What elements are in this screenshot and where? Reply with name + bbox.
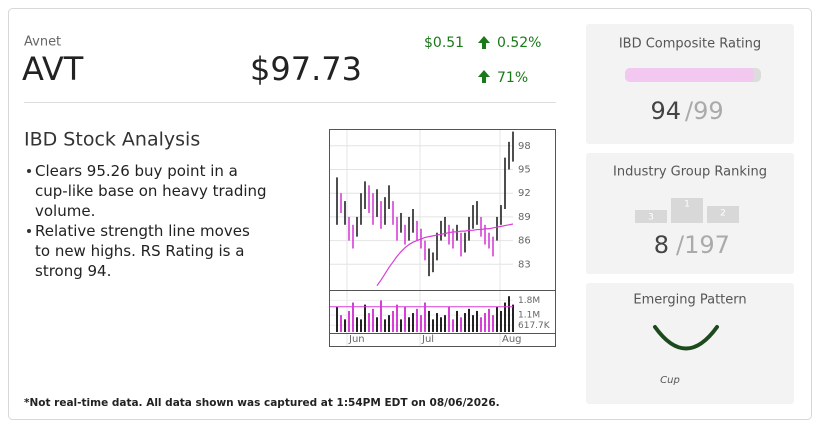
x-tick-label: Jun xyxy=(348,334,365,345)
company: Avnet xyxy=(24,35,61,50)
volume-bar xyxy=(452,319,454,332)
volume-bar xyxy=(400,319,402,332)
podium-block xyxy=(671,198,703,223)
volume-tick-label: 1.8M xyxy=(518,296,540,306)
volume-bar xyxy=(456,310,458,332)
y-tick-label: 83 xyxy=(518,259,531,270)
volume-tick-label: 1.1M xyxy=(518,311,540,321)
volume-bar xyxy=(404,306,406,332)
chart-frame xyxy=(329,129,556,347)
volume-bar xyxy=(500,310,502,332)
volume-bar xyxy=(344,319,346,332)
rank-max: /197 xyxy=(676,231,730,259)
volume-tick-label: 617.7K xyxy=(518,321,551,331)
volume-bar xyxy=(396,304,398,332)
bullets: Clears 95.26 buy point in a cup-like base… xyxy=(27,162,267,280)
volume-bar xyxy=(424,302,426,332)
y-tick-label: 89 xyxy=(518,212,531,223)
podium-label: 3 xyxy=(648,213,654,223)
volume-bar xyxy=(364,304,366,332)
volume-bar xyxy=(492,315,494,332)
bullet-dot xyxy=(27,169,31,173)
second-pct: 71% xyxy=(497,70,528,86)
panel xyxy=(586,24,794,144)
y-tick-label: 86 xyxy=(518,236,531,247)
volume-bar xyxy=(340,315,342,332)
y-tick-label: 98 xyxy=(518,141,531,152)
volume-bar xyxy=(372,308,374,332)
analysis-title: IBD Stock Analysis xyxy=(24,129,200,151)
volume-bar xyxy=(356,317,358,332)
volume-bar xyxy=(444,315,446,332)
volume-bar xyxy=(440,317,442,332)
volume-bar xyxy=(480,317,482,332)
panel-title: IBD Composite Rating xyxy=(619,37,761,52)
up-arrow xyxy=(478,36,490,49)
panel xyxy=(586,283,794,404)
volume-bar xyxy=(504,302,506,332)
volume-bar xyxy=(436,313,438,332)
volume-bar xyxy=(384,319,386,332)
rating-bar xyxy=(625,68,755,82)
volume-bar xyxy=(360,319,362,332)
volume-bar xyxy=(464,313,466,332)
panel-title: Emerging Pattern xyxy=(633,293,746,308)
volume-bar xyxy=(376,317,378,332)
volume-bar xyxy=(392,310,394,332)
volume-bar xyxy=(352,302,354,332)
volume-bar xyxy=(336,306,338,332)
volume-bar xyxy=(472,315,474,332)
pattern-name: Cup xyxy=(660,375,680,386)
volume-bar xyxy=(512,304,514,332)
volume-bar xyxy=(428,310,430,332)
up-arrow xyxy=(478,70,490,83)
cup-icon xyxy=(653,325,719,351)
y-tick-label: 95 xyxy=(518,165,531,176)
x-tick-label: Jul xyxy=(421,334,434,345)
volume-bar xyxy=(388,315,390,332)
rating-max: /99 xyxy=(685,97,724,125)
volume-bar xyxy=(460,317,462,332)
bullet: Relative strength line moves to new highs… xyxy=(35,222,250,280)
ticker: AVT xyxy=(22,50,84,88)
rank: 8 xyxy=(654,231,669,259)
volume-bar xyxy=(476,310,478,332)
podium-block xyxy=(635,210,667,223)
volume-bar xyxy=(508,296,510,332)
podium-block xyxy=(707,206,739,223)
volume-bar xyxy=(484,313,486,332)
volume-bar xyxy=(496,306,498,332)
podium-label: 1 xyxy=(684,200,690,210)
volume-bar xyxy=(412,313,414,332)
volume-bar xyxy=(448,306,450,332)
change-pct: 0.52% xyxy=(497,35,541,51)
footnote: *Not real-time data. All data shown was … xyxy=(24,397,500,409)
x-tick-label: Aug xyxy=(502,334,522,345)
podium-label: 2 xyxy=(720,209,726,219)
moving-average xyxy=(376,223,514,286)
volume-bar xyxy=(488,308,490,332)
volume-bar xyxy=(432,319,434,332)
volume-bar xyxy=(368,313,370,332)
volume-bar xyxy=(408,317,410,332)
price: $97.73 xyxy=(250,50,362,88)
bullet: Clears 95.26 buy point in a cup-like base… xyxy=(35,162,267,220)
rating: 94 xyxy=(650,97,681,125)
y-tick-label: 92 xyxy=(518,188,531,199)
volume-bar xyxy=(348,310,350,332)
change: $0.51 xyxy=(424,35,464,51)
volume-bar xyxy=(380,300,382,332)
panel-title: Industry Group Ranking xyxy=(613,165,767,180)
volume-bar xyxy=(468,308,470,332)
bullet-dot xyxy=(27,229,31,233)
volume-bar xyxy=(420,315,422,332)
volume-bar xyxy=(416,308,418,332)
